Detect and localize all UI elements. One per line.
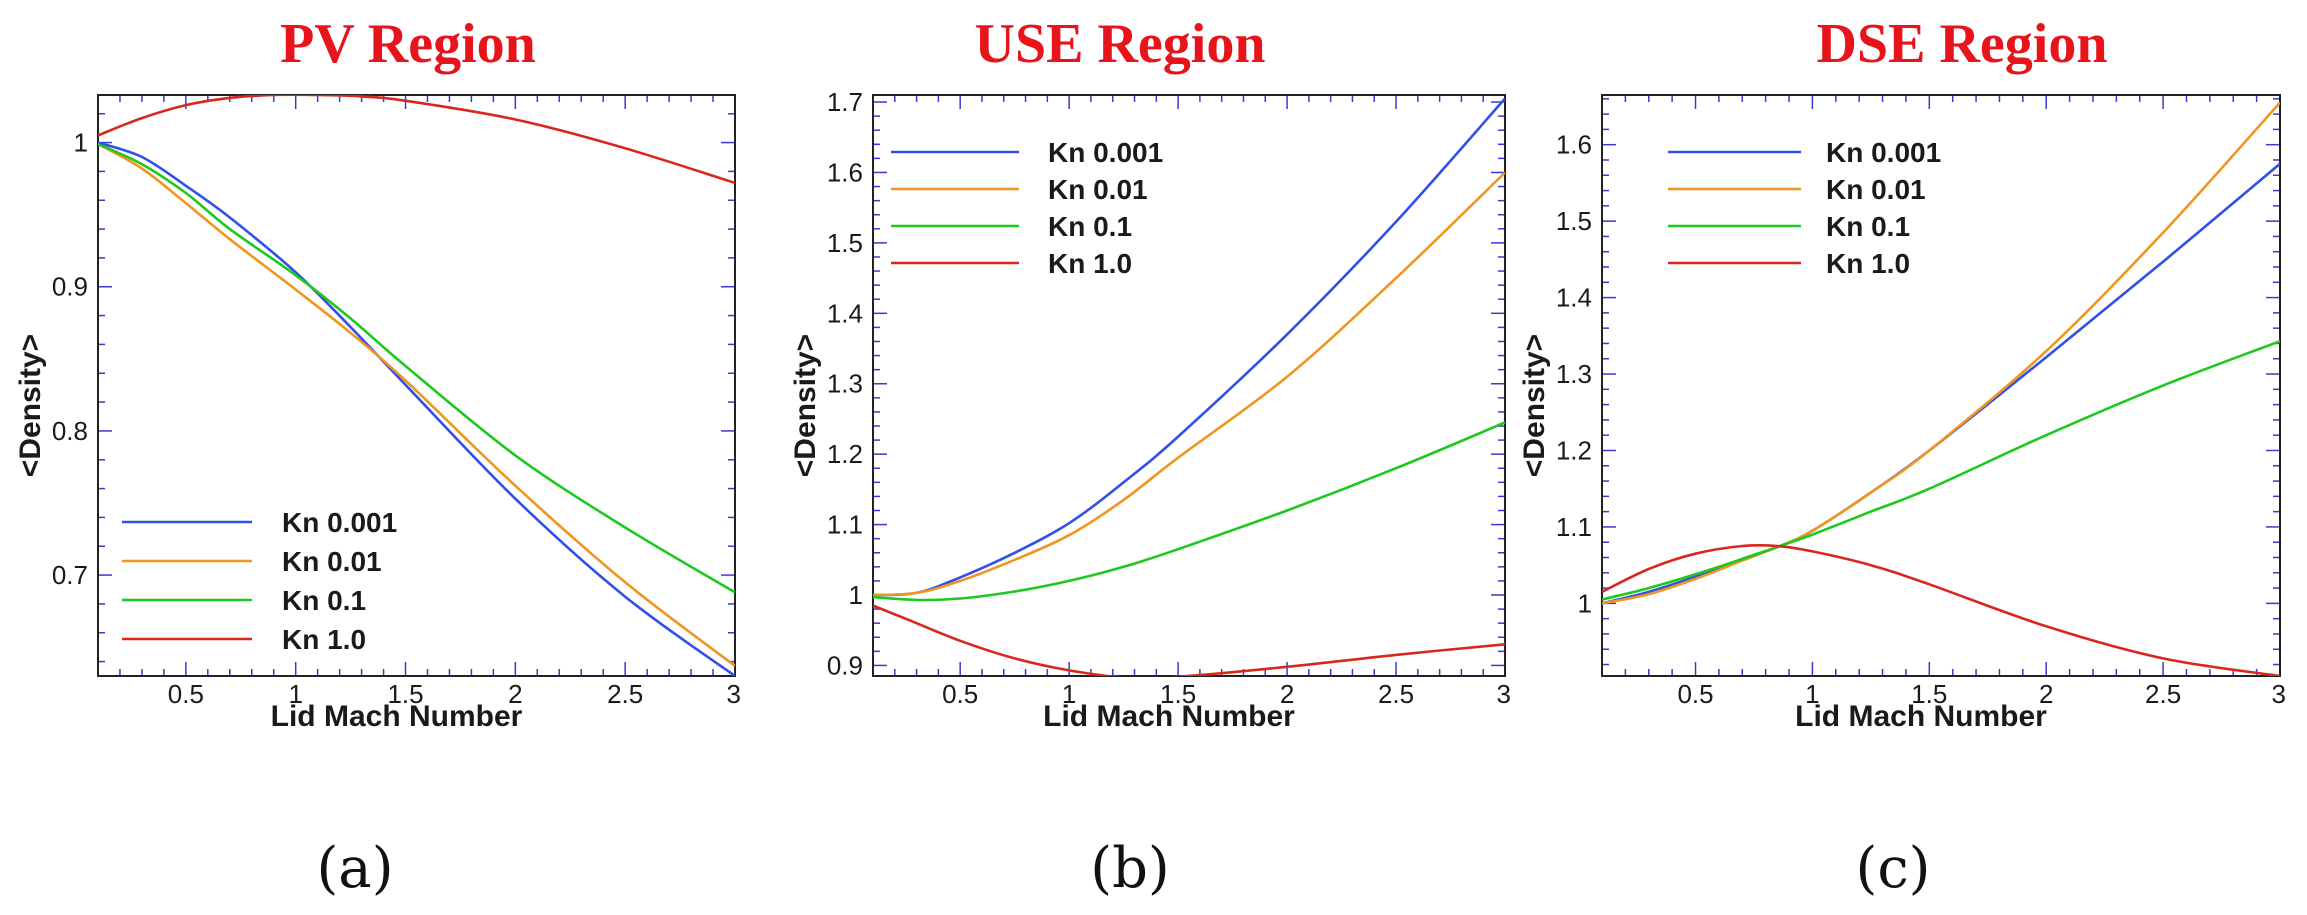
panel-caption: (b) (1090, 836, 1170, 901)
panel-title: USE Region (975, 13, 1266, 75)
x-tick-label: 2 (2039, 679, 2053, 709)
plot-frame (872, 94, 1506, 677)
x-tick-label: 3 (2272, 679, 2286, 709)
legend-label: Kn 0.001 (1048, 137, 1163, 168)
x-tick-label: 2.5 (2145, 679, 2181, 709)
series-line-kn-0-001 (98, 141, 735, 676)
chart-panel-b: USE Region 0.5 1 1.5 2 2.5 3 0.9 1 1.1 1.2 1.3 1.4 1.… (789, 13, 1511, 901)
y-tick-label: 0.7 (52, 560, 88, 590)
plot-frame (1601, 94, 2281, 677)
y-tick-label: 1.5 (1556, 206, 1592, 236)
x-tick-label: 0.5 (942, 679, 978, 709)
series-group (98, 95, 735, 676)
y-axis-label: <Density> (789, 334, 822, 477)
legend-label: Kn 1.0 (282, 624, 366, 655)
legend-label: Kn 1.0 (1048, 248, 1132, 279)
series-line-kn-0-001 (873, 97, 1505, 597)
y-tick-label: 1.1 (1556, 512, 1592, 542)
y-tick-label: 0.8 (52, 416, 88, 446)
x-tick-label: 1.5 (387, 679, 423, 709)
legend: Kn 0.001 Kn 0.01 Kn 0.1 Kn 1.0 (1668, 137, 1941, 279)
legend-label: Kn 0.001 (282, 507, 397, 538)
y-axis-label: <Density> (1518, 334, 1551, 477)
minor-ticks (97, 95, 736, 676)
x-tick-label: 1.5 (1160, 679, 1196, 709)
legend-label: Kn 0.1 (1826, 211, 1910, 242)
x-tick-label: 2 (508, 679, 522, 709)
y-tick-label: 1.1 (827, 510, 863, 540)
series-group (1602, 101, 2280, 676)
legend-label: Kn 0.01 (1826, 174, 1926, 205)
minor-ticks (872, 95, 1506, 676)
y-axis-label: <Density> (14, 334, 47, 477)
y-tick-label: 1.4 (827, 298, 863, 328)
series-line-kn-0-1 (1602, 339, 2280, 601)
legend-label: Kn 1.0 (1826, 248, 1910, 279)
series-line-kn-0-1 (873, 421, 1505, 602)
series-line-kn-1-0 (98, 95, 735, 185)
y-tick-label: 0.9 (827, 650, 863, 680)
series-line-kn-0-1 (98, 142, 735, 594)
y-tick-label: 1.7 (827, 87, 863, 117)
chart-panel-c: DSE Region 0.5 1 1.5 2 2.5 3 1 1.1 1.2 1.3 1.4 1.5 1.… (1518, 13, 2286, 901)
y-tick-label: 1.6 (1556, 130, 1592, 160)
x-tick-label: 1 (288, 679, 302, 709)
y-tick-label: 1 (849, 580, 863, 610)
panel-caption: (c) (1855, 836, 1930, 901)
y-tick-label: 1 (74, 128, 88, 158)
y-tick-label: 1.4 (1556, 283, 1592, 313)
x-tick-label: 1.5 (1911, 679, 1947, 709)
series-line-kn-1-0 (873, 604, 1505, 676)
y-tick-label: 1.5 (827, 228, 863, 258)
x-tick-label: 1 (1062, 679, 1076, 709)
x-tick-label: 0.5 (1677, 679, 1713, 709)
legend-label: Kn 0.001 (1826, 137, 1941, 168)
legend-label: Kn 0.1 (1048, 211, 1132, 242)
panel-title: PV Region (280, 13, 536, 75)
x-tick-label: 3 (727, 679, 741, 709)
y-tick-label: 1.2 (1556, 435, 1592, 465)
panel-title: DSE Region (1817, 13, 2108, 75)
y-tick-label: 0.9 (52, 272, 88, 302)
plot-frame (97, 94, 736, 677)
x-axis-label: Lid Mach Number (1043, 700, 1295, 733)
series-group (873, 97, 1505, 676)
x-tick-label: 1 (1805, 679, 1819, 709)
x-tick-label: 2.5 (607, 679, 643, 709)
legend-label: Kn 0.01 (282, 546, 382, 577)
x-axis-label: Lid Mach Number (1795, 700, 2047, 733)
x-axis-label: Lid Mach Number (271, 700, 523, 733)
legend-label: Kn 0.1 (282, 585, 366, 616)
y-tick-label: 1.6 (827, 157, 863, 187)
series-line-kn-0-01 (98, 142, 735, 667)
series-line-kn-0-01 (1602, 101, 2280, 605)
series-line-kn-0-01 (873, 171, 1505, 597)
series-line-kn-1-0 (1602, 543, 2280, 676)
legend-label: Kn 0.01 (1048, 174, 1148, 205)
panel-caption: (a) (316, 836, 393, 901)
legend: Kn 0.001 Kn 0.01 Kn 0.1 Kn 1.0 (122, 507, 397, 655)
legend: Kn 0.001 Kn 0.01 Kn 0.1 Kn 1.0 (891, 137, 1163, 279)
y-tick-label: 1.2 (827, 439, 863, 469)
y-tick-label: 1.3 (1556, 359, 1592, 389)
x-tick-label: 0.5 (168, 679, 204, 709)
y-tick-label: 1 (1578, 588, 1592, 618)
x-tick-label: 3 (1497, 679, 1511, 709)
series-line-kn-0-001 (1602, 162, 2280, 605)
y-tick-label: 1.3 (827, 369, 863, 399)
x-tick-label: 2.5 (1378, 679, 1414, 709)
x-tick-label: 2 (1280, 679, 1294, 709)
